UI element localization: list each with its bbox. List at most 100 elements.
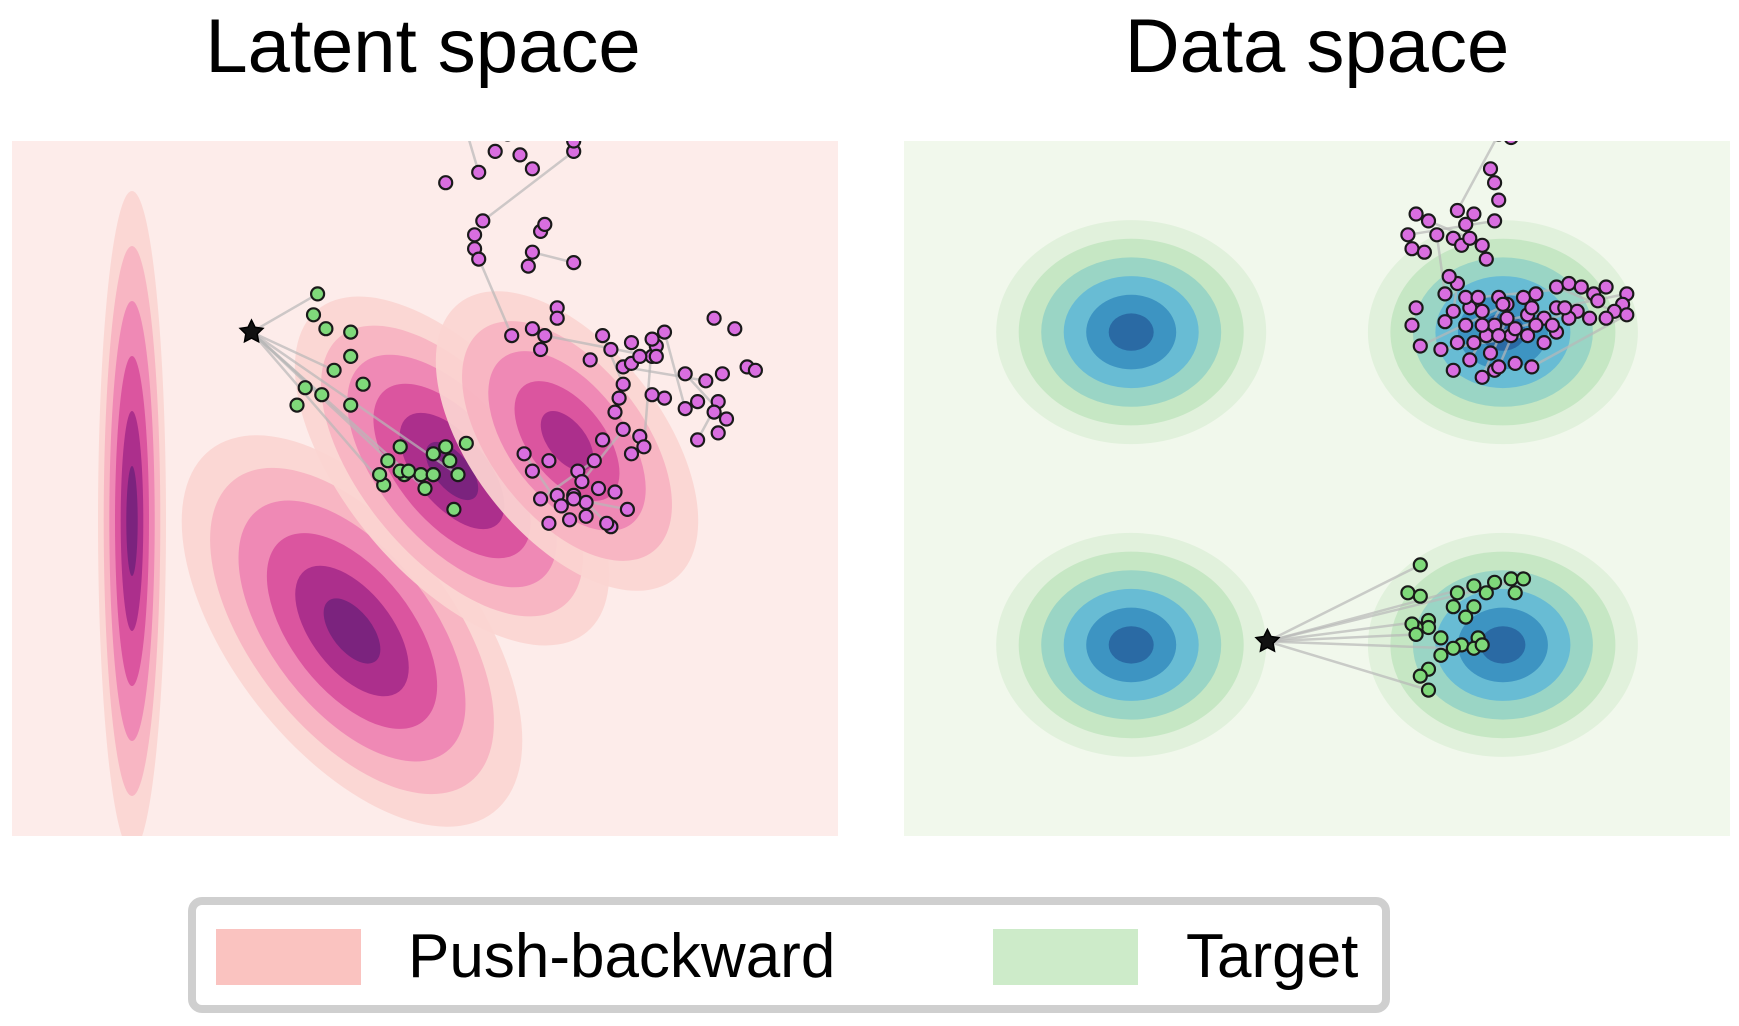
latent-source-point [541, 453, 557, 469]
data-source-point [1573, 279, 1589, 295]
latent-source-point [607, 484, 623, 500]
latent-source-point [623, 446, 640, 462]
data-start-marker [1254, 627, 1281, 653]
data-source-point [1524, 359, 1540, 375]
latent-source-point [644, 387, 660, 403]
data-source-point [1474, 369, 1490, 385]
latent-source-point [578, 508, 594, 524]
latent-source-point [710, 425, 726, 441]
latent-source-point [471, 251, 487, 267]
push-backward-label: Push-backward [408, 922, 836, 991]
gaussian-0-level-5 [1108, 313, 1154, 351]
data-source-point [1519, 328, 1536, 344]
latent-source-point [599, 515, 615, 531]
data-source-point [1462, 352, 1478, 368]
data-source-point [1462, 230, 1478, 246]
latent-source-point [706, 404, 722, 420]
latent-source-path-line [482, 150, 575, 222]
latent-target-point [450, 467, 466, 483]
latent-source-point [566, 254, 582, 271]
data-target-point [1466, 578, 1482, 594]
data-source-point [1437, 314, 1453, 330]
data-space-title: Data space [1124, 4, 1510, 89]
latent-source-point [611, 390, 627, 406]
latent-source-path-line [623, 365, 707, 383]
data-target-point [1507, 585, 1523, 601]
latent-source-point [689, 394, 706, 410]
data-target-point [1420, 619, 1437, 636]
data-source-point [1548, 279, 1565, 295]
gaussian-3-level-5 [1480, 626, 1526, 664]
data-source-point [1536, 335, 1552, 351]
latent-source-point [467, 227, 483, 243]
data-target-point [1412, 588, 1428, 604]
latent-source-point [532, 491, 549, 507]
data-source-point [1619, 307, 1635, 323]
data-background [904, 141, 1730, 836]
data-source-path-line [1407, 219, 1495, 237]
data-source-point [1408, 300, 1424, 316]
data-target-point [1412, 557, 1428, 573]
latent-source-point [706, 310, 722, 326]
latent-source-point [524, 321, 541, 337]
data-source-point [1449, 335, 1466, 351]
latent-source-point [698, 373, 714, 389]
data-target-point [1433, 630, 1449, 646]
latent-source-point [537, 216, 553, 233]
data-source-point [1598, 279, 1614, 295]
data-source-point [1478, 251, 1494, 267]
latent-source-point [714, 366, 731, 382]
latent-source-point [656, 324, 673, 340]
latent-target-point [438, 439, 454, 455]
latent-source-point [603, 341, 619, 358]
latent-source-path-line [663, 331, 687, 409]
data-target-point [1445, 640, 1461, 656]
latent-source-point [677, 401, 693, 417]
data-source-point [1433, 341, 1449, 358]
latent-source-point [615, 376, 631, 392]
latent-target-point [413, 467, 429, 483]
latent-source-point [636, 439, 652, 455]
latent-source-point [549, 310, 565, 326]
data-source-point [1486, 175, 1503, 191]
data-target-point [1466, 599, 1482, 615]
data-target-point [1412, 668, 1428, 684]
latent-target-path-line [250, 331, 426, 490]
latent-source-point [727, 321, 743, 337]
data-source-point [1590, 293, 1606, 309]
latent-target-point [297, 380, 313, 396]
data-target-point [1445, 599, 1461, 615]
latent-source-point [541, 515, 557, 531]
data-target-path-line [1267, 619, 1429, 643]
data-target-point [1503, 571, 1519, 587]
latent-source-point [516, 446, 532, 462]
latent-target-point [305, 307, 322, 323]
data-target-point [1478, 585, 1494, 601]
latent-target-point [458, 435, 474, 451]
latent-target-point [355, 376, 371, 392]
latent-source-point [537, 328, 553, 344]
latent-source-point [644, 331, 660, 347]
latent-source-point [532, 341, 549, 358]
latent-source-point [582, 352, 598, 368]
latent-source-point [475, 213, 491, 229]
latent-source-point [677, 366, 693, 382]
latent-source-point [487, 143, 503, 159]
latent-source-point [718, 411, 735, 427]
data-target-point [1458, 609, 1474, 625]
latent-source-point [689, 432, 706, 448]
data-source-point [1544, 317, 1561, 333]
latent-start-marker [238, 318, 265, 344]
target-swatch [993, 929, 1138, 985]
data-source-point [1491, 359, 1507, 375]
latent-source-point [566, 141, 582, 149]
data-source-point [1458, 289, 1474, 305]
data-target-point [1408, 626, 1424, 642]
data-source-point [1581, 310, 1598, 326]
latent-source-point [747, 362, 764, 378]
data-source-point [1528, 317, 1544, 333]
data-source-path-line [1456, 141, 1497, 212]
data-source-point [1474, 237, 1490, 253]
data-source-point [1491, 328, 1507, 344]
data-source-point [1495, 296, 1511, 312]
